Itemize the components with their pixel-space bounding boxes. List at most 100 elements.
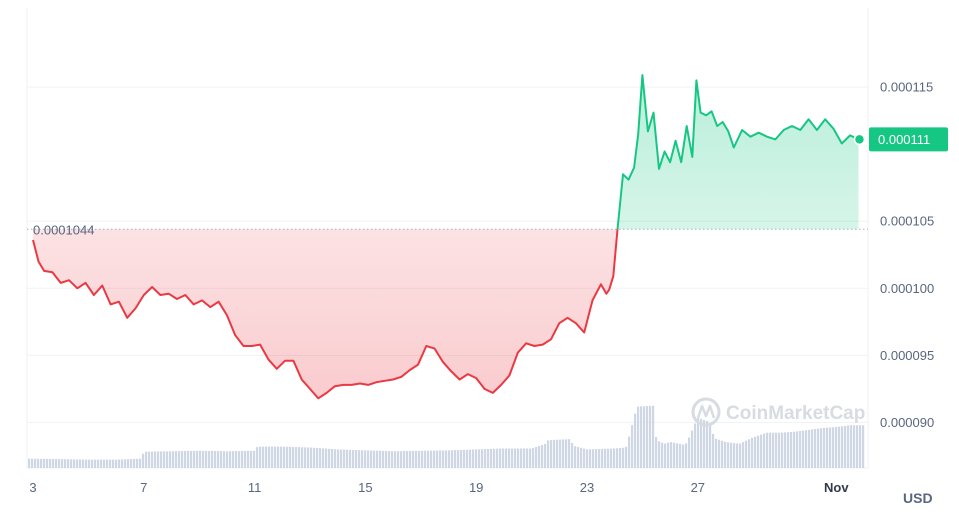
volume-bar <box>475 449 478 468</box>
volume-bar <box>565 439 568 468</box>
volume-bar <box>811 429 814 468</box>
volume-bar <box>295 447 298 468</box>
volume-bar <box>787 432 790 468</box>
x-tick-label: 7 <box>140 480 147 495</box>
current-price-label: 0.000111 <box>878 132 930 147</box>
volume-bar <box>730 442 733 468</box>
volume-bar <box>676 443 679 468</box>
volume-bar <box>364 450 367 468</box>
volume-bar <box>70 459 73 468</box>
volume-bar <box>502 448 505 468</box>
volume-bar <box>118 459 121 468</box>
volume-bar <box>268 446 271 468</box>
volume-bar <box>649 405 652 468</box>
volume-bar <box>637 406 640 468</box>
volume-bar <box>301 447 304 468</box>
volume-bar <box>379 450 382 468</box>
currency-unit-label: USD <box>903 490 933 506</box>
volume-bar <box>757 435 760 468</box>
volume-bar <box>469 449 472 468</box>
volume-bar <box>721 440 724 468</box>
volume-bar <box>472 449 475 468</box>
volume-bar <box>562 439 565 468</box>
volume-bar <box>529 448 532 468</box>
volume-bar <box>163 451 166 468</box>
x-tick-label: 3 <box>29 480 36 495</box>
volume-bar <box>154 451 157 468</box>
volume-bar <box>826 427 829 468</box>
volume-bar <box>772 432 775 468</box>
volume-bar <box>577 446 580 468</box>
volume-bar <box>463 449 466 468</box>
volume-bar <box>37 458 40 468</box>
current-price-badge-bg <box>869 127 948 152</box>
volume-bar <box>175 451 178 468</box>
volume-bar <box>208 450 211 468</box>
volume-bar <box>127 459 130 468</box>
volume-bar <box>484 449 487 468</box>
volume-bar <box>424 450 427 468</box>
volume-bar <box>181 451 184 468</box>
volume-bar <box>700 418 703 468</box>
volume-bar <box>838 426 841 468</box>
volume-bar <box>457 450 460 468</box>
volume-bar <box>625 446 628 468</box>
volume-bar <box>844 425 847 468</box>
volume-bar <box>703 419 706 468</box>
volume-bar <box>400 451 403 468</box>
volume-bar <box>250 450 253 468</box>
volume-bar <box>292 446 295 468</box>
volume-bar <box>370 450 373 468</box>
volume-bar <box>550 439 553 468</box>
volume-bar <box>589 449 592 468</box>
volume-bar <box>112 459 115 468</box>
volume-bar <box>592 449 595 468</box>
volume-bar <box>490 448 493 468</box>
x-tick-label: 19 <box>469 480 483 495</box>
volume-bar <box>244 450 247 468</box>
volume-bar <box>724 441 727 468</box>
volume-bar <box>214 451 217 468</box>
volume-bar <box>682 444 685 468</box>
volume-bar <box>49 458 52 468</box>
volume-bar <box>274 446 277 468</box>
above-reference-area <box>617 75 859 230</box>
volume-bar <box>394 451 397 468</box>
volume-bar <box>205 450 208 468</box>
volume-bar <box>655 436 658 468</box>
volume-bar <box>79 459 82 468</box>
x-tick-label: 23 <box>580 480 594 495</box>
volume-bar <box>856 425 859 468</box>
volume-bar <box>211 451 214 468</box>
volume-bar <box>67 459 70 468</box>
volume-bar <box>559 439 562 468</box>
volume-bar <box>598 448 601 468</box>
volume-bar <box>829 427 832 468</box>
volume-bar <box>712 433 715 468</box>
volume-bar <box>586 449 589 468</box>
volume-bar <box>337 449 340 468</box>
x-axis: 3 7 11 15 19 23 27 Nov <box>29 480 849 495</box>
volume-bar <box>820 428 823 468</box>
volume-bar <box>496 448 499 468</box>
volume-bar <box>361 450 364 468</box>
volume-bar <box>499 448 502 468</box>
volume-bar <box>853 425 856 468</box>
volume-bar <box>832 427 835 468</box>
volume-bar <box>817 428 820 468</box>
volume-bar <box>859 425 862 468</box>
volume-bar <box>850 425 853 468</box>
volume-bar <box>382 450 385 468</box>
volume-bar <box>409 450 412 468</box>
volume-bar <box>694 423 697 468</box>
y-tick-label: 0.000095 <box>880 348 934 363</box>
volume-bar <box>808 429 811 468</box>
volume-bar <box>313 447 316 468</box>
volume-bar <box>541 444 544 468</box>
volume-bar <box>727 442 730 468</box>
volume-bar <box>454 450 457 468</box>
volume-bar <box>646 406 649 468</box>
volume-bar <box>478 449 481 468</box>
y-tick-label: 0.000090 <box>880 415 934 430</box>
